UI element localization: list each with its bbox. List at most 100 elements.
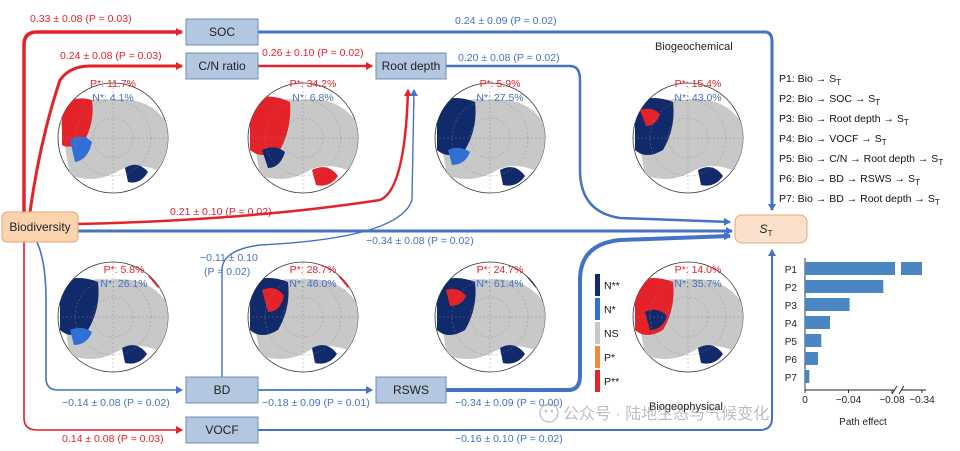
x-tick-label-3: −0.34: [909, 395, 935, 406]
pathway-p6: P6: Bio → BD → RSWS → ST: [779, 173, 920, 187]
chart-category-p7: P7: [785, 373, 798, 384]
pathway-p1: P1: Bio → ST: [779, 73, 841, 87]
legend-swatch-p2: [595, 370, 600, 392]
pathway-p3: P3: Bio → Root depth → ST: [779, 113, 909, 127]
polar-map-4: P*: 15.4% N*: 43.0%: [632, 78, 744, 194]
watermark-text: 公众号 · 陆地生态与气候变化: [563, 405, 769, 423]
legend-swatch-n1: [595, 298, 600, 320]
map-8-n-stat: N*: 35.7%: [674, 278, 721, 290]
chart-category-p6: P6: [785, 355, 798, 366]
bar-p3: [805, 298, 850, 311]
chart-category-p4: P4: [785, 319, 798, 330]
label-bd-root-a: −0.11 ± 0.10: [200, 252, 258, 264]
bar-p7: [805, 370, 810, 383]
legend-label-n1: N*: [604, 304, 616, 316]
bar-p5: [805, 334, 822, 347]
path-effect-chart: 0 −0.04 −0.08 −0.34 P1 P2 P3 P4 P5 P6 P7 Path eff…: [785, 258, 935, 428]
label-soc-st: 0.24 ± 0.09 (P = 0.02): [455, 15, 557, 27]
map-7-p-stat: P*: 24.7%: [477, 264, 524, 276]
bar-p1-broken: [901, 262, 922, 275]
map-5-n-stat: N*: 26.1%: [100, 278, 147, 290]
arrow-bio-soc: [22, 28, 183, 212]
node-vocf-label: VOCF: [205, 423, 238, 437]
watermark: 公众号 · 陆地生态与气候变化: [539, 403, 769, 423]
map-1-n-stat: N*: 4.1%: [92, 92, 133, 104]
pathway-p7: P7: Bio → BD → Root depth → ST: [779, 193, 940, 207]
polar-map-7: P*: 24.7% N*: 61.4%: [434, 261, 546, 373]
significance-legend: N** N* NS P* P**: [595, 274, 620, 392]
pathway-p2: P2: Bio → SOC → ST: [779, 93, 880, 107]
legend-label-p2: P**: [604, 376, 619, 388]
map-6-n-stat: N*: 46.0%: [289, 278, 336, 290]
polar-map-2: P*: 34.2% N*: 6.8%: [247, 78, 359, 194]
map-3-n-stat: N*: 27.5%: [476, 92, 523, 104]
label-bio-vocf: 0.14 ± 0.08 (P = 0.03): [62, 433, 164, 445]
x-tick-label-2: −0.08: [879, 395, 905, 406]
chart-xlabel: Path effect: [839, 417, 887, 428]
bar-p6: [805, 352, 819, 365]
map-3-p-stat: P*: 5.9%: [480, 78, 521, 90]
label-rsws-st: −0.34 ± 0.09 (P = 0.00): [455, 397, 563, 409]
x-tick-label-0: 0: [802, 395, 808, 406]
polar-map-8: P*: 14.0% N*: 35.7%: [632, 261, 744, 373]
polar-map-6: P*: 28.7% N*: 46.0%: [247, 261, 359, 373]
label-bio-soc: 0.33 ± 0.08 (P = 0.03): [30, 13, 132, 25]
node-st: ST: [734, 214, 808, 244]
pathway-p4: P4: Bio → VOCF → ST: [779, 133, 887, 147]
legend-swatch-p1: [595, 346, 600, 368]
chart-category-p5: P5: [785, 337, 798, 348]
chart-category-p1: P1: [785, 265, 798, 276]
section-title-biogeochemical: Biogeochemical: [655, 41, 733, 53]
node-cn-ratio: C/N ratio: [185, 52, 259, 80]
label-bio-st: −0.34 ± 0.08 (P = 0.02): [366, 235, 474, 247]
chart-category-p2: P2: [785, 283, 798, 294]
axis-break-mark: [898, 385, 905, 395]
x-tick-label-1: −0.04: [836, 395, 862, 406]
label-vocf-st: −0.16 ± 0.10 (P = 0.02): [455, 433, 563, 445]
arrow-bio-bd: [35, 239, 183, 394]
label-bio-root: 0.21 ± 0.10 (P = 0.02): [170, 206, 272, 218]
map-4-p-stat: P*: 15.4%: [675, 78, 722, 90]
node-st-label: ST: [760, 222, 773, 238]
node-soc: SOC: [185, 18, 259, 46]
bar-p1: [805, 262, 895, 275]
map-4-n-stat: N*: 43.0%: [674, 92, 721, 104]
arrow-bio-cn: [28, 62, 183, 213]
bar-p2: [805, 280, 884, 293]
label-bd-root-b: (P = 0.02): [204, 266, 250, 278]
label-bio-cn: 0.24 ± 0.08 (P = 0.03): [60, 50, 162, 62]
node-biodiversity: Biodiversity: [1, 211, 79, 243]
polar-map-3: P*: 5.9% N*: 27.5%: [434, 78, 546, 194]
label-root-st: 0.20 ± 0.08 (P = 0.02): [458, 52, 560, 64]
node-rsws-label: RSWS: [393, 383, 429, 397]
node-biodiversity-label: Biodiversity: [9, 220, 70, 234]
map-7-n-stat: N*: 61.4%: [476, 278, 523, 290]
node-root-depth-label: Root depth: [382, 59, 441, 73]
arrow-bd-root: [221, 89, 418, 378]
arrow-bio-vocf: [23, 240, 183, 434]
section-title-biogeophysical: Biogeophysical: [649, 401, 723, 413]
legend-label-n2: N**: [604, 280, 620, 292]
node-soc-label: SOC: [209, 25, 235, 39]
arrow-soc-st: [258, 30, 776, 211]
map-6-p-stat: P*: 28.7%: [290, 264, 337, 276]
wechat-icon: [539, 403, 559, 423]
legend-label-p1: P*: [604, 352, 615, 364]
node-vocf: VOCF: [185, 416, 259, 444]
node-bd: BD: [185, 376, 259, 404]
legend-label-ns: NS: [604, 328, 619, 340]
map-1-p-stat: P*: 11.7%: [90, 78, 136, 90]
legend-swatch-n2: [595, 274, 600, 296]
legend-swatch-ns: [595, 322, 600, 344]
arrow-root-st: [446, 64, 731, 226]
node-bd-label: BD: [214, 383, 231, 397]
pathway-p5: P5: Bio → C/N → Root depth → ST: [779, 153, 943, 167]
map-2-n-stat: N*: 6.8%: [292, 92, 333, 104]
label-cn-root: 0.26 ± 0.10 (P = 0.02): [262, 47, 364, 59]
polar-map-1: P*: 11.7% N*: 4.1%: [57, 78, 169, 194]
map-8-p-stat: P*: 14.0%: [675, 264, 722, 276]
bar-p4: [805, 316, 831, 329]
label-bd-rsws: −0.18 ± 0.09 (P = 0.01): [262, 397, 370, 409]
arrow-vocf-st: [258, 249, 776, 431]
